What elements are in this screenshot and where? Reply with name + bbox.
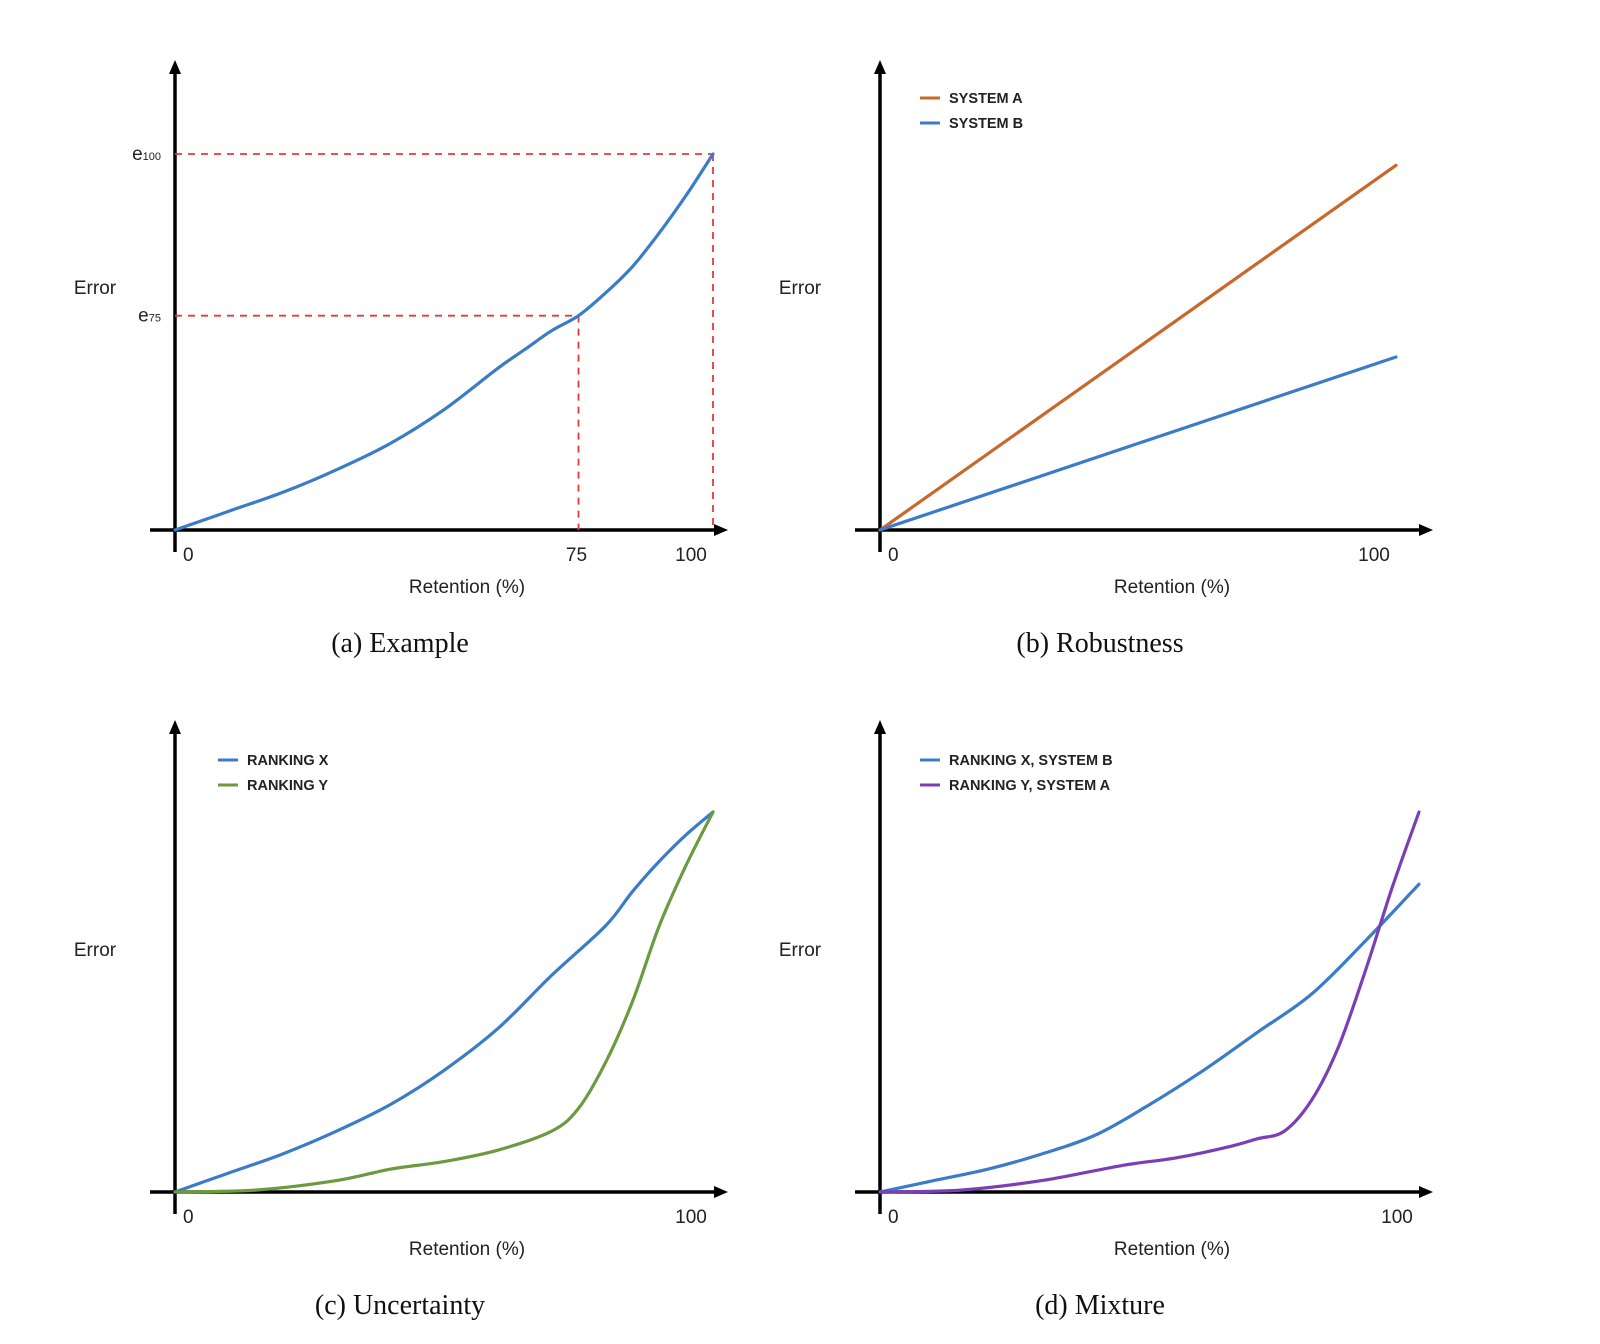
legend-label-2: RANKING Y <box>247 778 328 794</box>
x-axis-arrow <box>714 1186 728 1198</box>
x-tick-label-100: 100 <box>1358 545 1390 566</box>
x-tick-label-100: 100 <box>1381 1207 1413 1228</box>
series-line-2 <box>878 355 1398 532</box>
x-tick-label-0: 0 <box>888 545 899 566</box>
x-axis-title: Retention (%) <box>409 1239 525 1260</box>
x-tick-label-0: 0 <box>183 1207 194 1228</box>
x-axis-arrow <box>1419 524 1433 536</box>
chart-panel-1: 0 75 100 e75 e100 Error Retention (%) (a) Examp… <box>74 60 728 659</box>
x-axis-title: Retention (%) <box>409 577 525 598</box>
y-axis-title: Error <box>74 940 117 961</box>
y-tick-label-e75: e75 <box>138 306 161 327</box>
panel-caption: (b) Robustness <box>1016 628 1183 659</box>
y-tick-label-e100: e100 <box>132 144 161 165</box>
legend-label-1: RANKING X <box>247 753 329 769</box>
y-axis-title: Error <box>779 278 822 299</box>
chart-panel-3: 0 100 Error Retention (%) RANKING X RANKING Y… <box>74 720 728 1321</box>
series-line-1 <box>173 810 715 1194</box>
series-line-1 <box>878 163 1398 532</box>
x-tick-label-0: 0 <box>183 545 194 566</box>
y-axis-title: Error <box>779 940 822 961</box>
series-line-1 <box>173 152 715 532</box>
x-tick-label-0: 0 <box>888 1207 899 1228</box>
panel-caption: (d) Mixture <box>1035 1290 1165 1321</box>
panel-caption: (c) Uncertainty <box>315 1290 485 1321</box>
x-tick-label-75: 75 <box>566 545 587 566</box>
series-line-1 <box>878 882 1421 1194</box>
legend-label-1: RANKING X, SYSTEM B <box>949 753 1113 769</box>
x-tick-label-100: 100 <box>675 1207 707 1228</box>
x-tick-label-100: 100 <box>675 545 707 566</box>
legend-label-1: SYSTEM A <box>949 91 1023 107</box>
x-axis-arrow <box>714 524 728 536</box>
series-line-2 <box>173 810 715 1194</box>
y-axis-arrow <box>169 60 181 74</box>
x-axis-title: Retention (%) <box>1114 1239 1230 1260</box>
x-axis-arrow <box>1419 1186 1433 1198</box>
y-axis-title: Error <box>74 278 117 299</box>
panel-caption: (a) Example <box>331 628 469 659</box>
legend-label-2: RANKING Y, SYSTEM A <box>949 778 1111 794</box>
y-axis-arrow <box>169 720 181 734</box>
chart-panel-2: 0 100 Error Retention (%) SYSTEM A SYSTEM B (b… <box>779 60 1433 659</box>
x-axis-title: Retention (%) <box>1114 577 1230 598</box>
legend-label-2: SYSTEM B <box>949 116 1023 132</box>
chart-panel-4: 0 100 Error Retention (%) RANKING X, SYSTEM … <box>779 720 1433 1321</box>
series-line-2 <box>878 810 1421 1194</box>
y-axis-arrow <box>874 720 886 734</box>
y-axis-arrow <box>874 60 886 74</box>
